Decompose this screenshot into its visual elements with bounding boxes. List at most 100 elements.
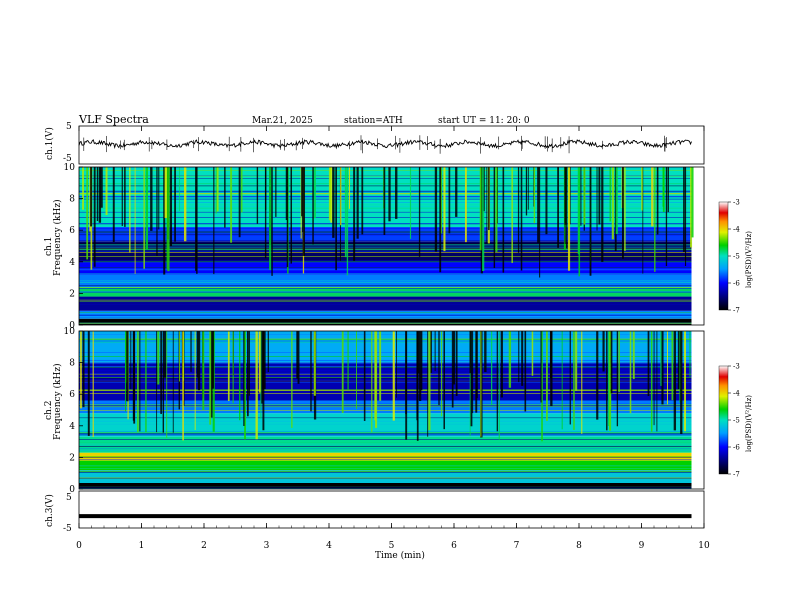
spectrogram-streak — [488, 167, 490, 231]
ytick-label: 6 — [69, 390, 75, 400]
spectrogram-streak — [395, 167, 398, 219]
ch1-ytick-bottom: -5 — [63, 154, 72, 164]
spectrogram-streak — [689, 331, 691, 377]
spectrogram-streak — [611, 167, 614, 240]
spectrogram-streak — [517, 167, 520, 253]
spectrogram-streak — [525, 167, 528, 216]
spectrogram-streak — [211, 331, 215, 389]
spectrogram-streak — [130, 331, 132, 390]
station-label: station=ATH — [344, 116, 403, 126]
ch1-spectrogram-channel-label: ch.1 — [44, 237, 54, 256]
spectrogram-streak — [567, 167, 571, 271]
spectrogram-band — [79, 413, 692, 437]
spectrogram-streak — [470, 331, 473, 427]
spectrogram-streak — [260, 331, 263, 404]
spectrogram-streak — [596, 331, 599, 420]
spectrogram-streak — [566, 167, 568, 249]
ch1-spectrogram-panel: 10 8 6 4 2 0 ch.1 Frequency (kHz) — [44, 163, 705, 331]
spectrogram-streak — [215, 167, 217, 214]
spectrogram-streak — [246, 331, 249, 417]
colorbar-tick-label: -3 — [733, 199, 740, 207]
spectrogram-streak — [190, 331, 192, 372]
spectrogram-streak — [302, 167, 306, 256]
spectrogram-streak — [313, 167, 316, 219]
spectrogram-streak — [375, 331, 378, 428]
spectrogram-streak — [409, 167, 412, 239]
spectrogram-streak — [129, 167, 131, 253]
ch2-colorbar: -3 -4 -5 -6 -7 log(PSD)(V²/Hz) — [718, 363, 753, 479]
spectrogram-streak — [86, 167, 89, 260]
xtick-label: 6 — [451, 541, 457, 551]
colorbar-tick-label: -4 — [733, 226, 740, 234]
spectrogram-streak — [580, 167, 582, 226]
spectrogram-streak — [162, 331, 165, 433]
spectrogram-streak — [443, 331, 445, 430]
ch3-waveform-panel: 5 -5 ch.3(V) — [44, 490, 705, 534]
spectrogram-streak — [166, 167, 168, 270]
spectrogram-streak — [182, 331, 184, 441]
start-time-label: start UT = 11: 20: 0 — [438, 116, 530, 126]
xtick-label: 0 — [76, 541, 82, 551]
ch2-spectrogram-ylabel: Frequency (kHz) — [52, 363, 63, 440]
spectrogram-streak — [464, 167, 467, 243]
spectrogram-streak — [348, 167, 350, 209]
spectrogram-streak — [392, 331, 395, 421]
spectrogram-streak — [453, 331, 456, 385]
spectrogram-streak — [243, 331, 245, 426]
spectrogram-streak — [335, 167, 337, 271]
spectrogram-streak — [483, 167, 485, 212]
spectrogram-streak — [609, 167, 611, 222]
spectrogram-streak — [210, 331, 213, 418]
spectrogram-streak — [641, 167, 643, 211]
ytick-label: 10 — [64, 327, 76, 337]
ch2-spectrogram-channel-label: ch.2 — [44, 401, 54, 420]
spectrogram-streak — [216, 167, 219, 212]
ytick-label: 4 — [69, 422, 75, 432]
ch1-waveform-panel: 5 -5 ch.1(V) — [44, 122, 705, 165]
spectrogram-streak — [197, 331, 201, 391]
spectrogram-streak — [100, 167, 103, 208]
spectrogram-streak — [557, 167, 559, 248]
spectrogram-streak — [96, 167, 99, 221]
spectrogram-streak — [420, 331, 423, 391]
colorbar-tick-label: -6 — [733, 280, 740, 288]
spectrogram-band — [79, 484, 692, 489]
spectrogram-streak — [440, 167, 443, 234]
spectrogram-streak — [356, 331, 357, 410]
spectrogram-streak — [629, 331, 632, 414]
spectrogram-streak — [491, 331, 493, 406]
spectrogram-streak — [150, 167, 153, 231]
colorbar-tick-label: -6 — [733, 444, 740, 452]
spectrogram-streak — [541, 331, 543, 442]
spectrogram-streak — [642, 167, 644, 274]
spectrogram-streak — [417, 331, 420, 374]
spectrogram-streak — [537, 167, 540, 243]
spectrogram-streak — [691, 167, 694, 238]
spectrogram-streak — [346, 167, 349, 276]
spectrogram-streak — [500, 331, 503, 398]
spectrogram-streak — [618, 331, 620, 393]
colorbar-tick-label: -5 — [733, 417, 740, 425]
spectrogram-streak — [438, 331, 440, 406]
figure-title: VLF Spectra — [78, 113, 149, 126]
spectrogram-streak — [418, 167, 421, 257]
ch1-waveform-line — [78, 139, 692, 150]
spectrogram-streak — [480, 167, 483, 274]
spectrogram-streak — [178, 167, 180, 212]
xtick-label: 5 — [389, 541, 395, 551]
spectrogram-streak — [589, 167, 592, 276]
ch2-spectrogram-frame — [78, 330, 705, 490]
spectrogram-streak — [455, 167, 458, 217]
spectrogram-streak — [363, 331, 366, 421]
spectrogram-streak — [546, 331, 548, 421]
spectrogram-streak — [653, 331, 655, 426]
spectrogram-streak — [330, 167, 333, 223]
time-axis-label: Time (min) — [375, 550, 425, 561]
spectrogram-streak — [607, 331, 610, 427]
spectrogram-streak — [262, 331, 264, 390]
spectrogram-streak — [666, 331, 668, 405]
spectrogram-streak — [472, 331, 474, 414]
spectrogram-streak — [495, 167, 498, 252]
colorbar-tick-label: -5 — [733, 253, 740, 261]
